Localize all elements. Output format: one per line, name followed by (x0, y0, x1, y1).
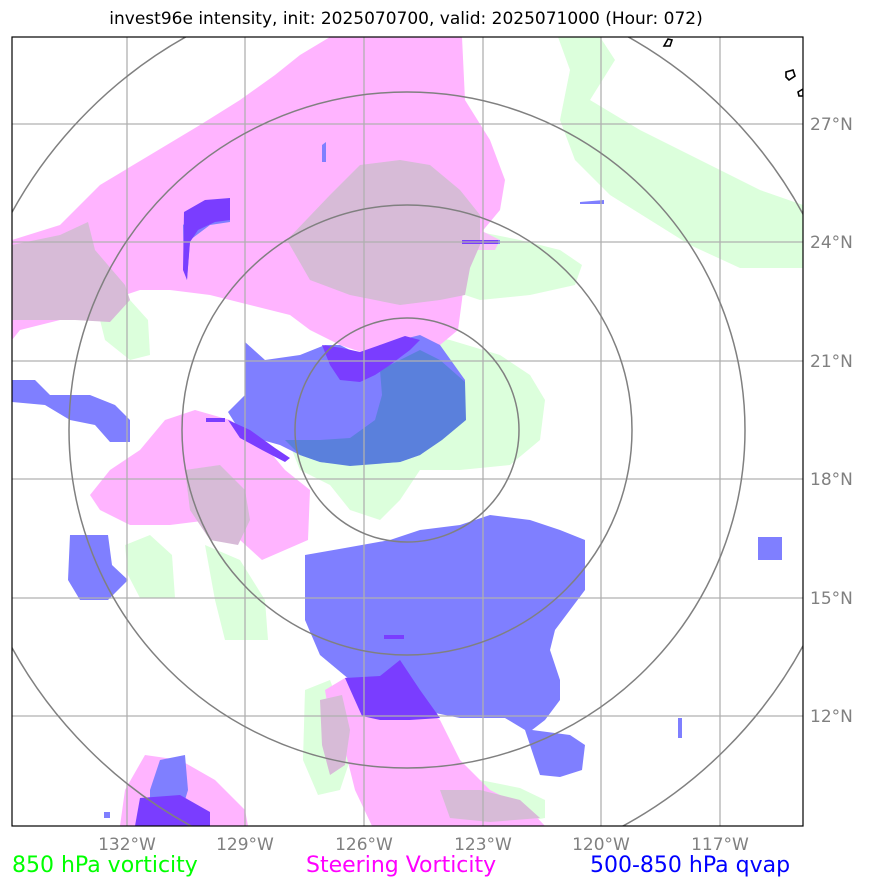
lat-label: 15°N (810, 589, 853, 609)
legend-850-vorticity: 850 hPa vorticity (12, 853, 198, 878)
legend-steering-vorticity: Steering Vorticity (306, 853, 497, 878)
lon-label: 120°W (572, 835, 630, 855)
lon-label: 117°W (691, 835, 749, 855)
lat-label: 12°N (810, 707, 853, 727)
range-rings (12, 37, 803, 826)
range-ring-2 (181, 204, 633, 656)
lat-label: 27°N (810, 115, 853, 135)
qvap-overlap-areas (285, 350, 466, 466)
map-frame (11, 36, 804, 827)
map-title: invest96e intensity, init: 2025070700, v… (109, 9, 703, 29)
legend-qvap: 500-850 hPa qvap (590, 853, 791, 878)
lon-label: 132°W (98, 835, 156, 855)
coastline (662, 38, 803, 97)
lat-label: 24°N (810, 233, 853, 253)
range-ring-1 (294, 317, 520, 543)
graticule (12, 37, 803, 826)
lat-label: 18°N (810, 470, 853, 490)
steering-overlap-areas (12, 160, 540, 822)
lat-label: 21°N (810, 352, 853, 372)
lon-label: 126°W (335, 835, 393, 855)
lon-label: 129°W (216, 835, 274, 855)
lon-label: 123°W (454, 835, 512, 855)
range-ring-3 (68, 91, 746, 769)
